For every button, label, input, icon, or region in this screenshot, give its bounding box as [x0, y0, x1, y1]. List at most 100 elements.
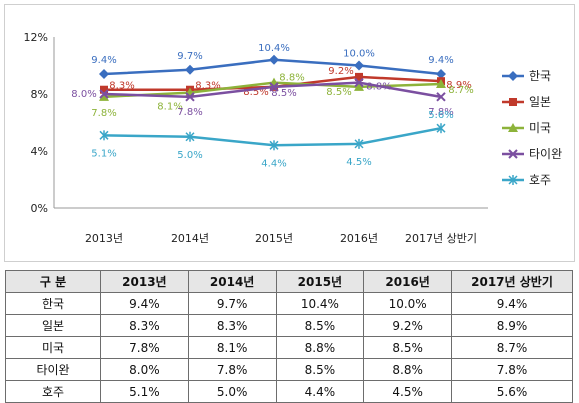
table-cell: 8.7% — [451, 336, 573, 359]
table-cell: 9.2% — [363, 314, 452, 337]
table-row-label: 일본 — [5, 314, 101, 337]
table-row: 한국 9.4% 9.7% 10.4% 10.0% 9.4% — [5, 292, 573, 315]
table-header-cell: 2013년 — [100, 270, 189, 293]
table-cell: 9.7% — [187, 292, 277, 315]
y-tick-label: 8% — [31, 88, 48, 101]
table-row: 호주 5.1% 5.0% 4.4% 4.5% 5.6% — [5, 380, 573, 403]
table-cell: 4.4% — [275, 380, 365, 403]
data-label: 4.5% — [346, 157, 371, 168]
table-header-cell: 2017년 상반기 — [451, 270, 573, 293]
table-cell: 4.5% — [363, 380, 452, 403]
y-tick-label: 12% — [24, 31, 48, 44]
data-label: 8.0% — [71, 89, 96, 100]
data-label: 4.4% — [261, 158, 286, 169]
table-row-label: 타이완 — [5, 358, 101, 381]
table-row-label: 호주 — [5, 380, 101, 403]
table-row: 일본 8.3% 8.3% 8.5% 9.2% 8.9% — [5, 314, 573, 337]
data-label: 9.4% — [428, 55, 453, 66]
x-tick-label: 2016년 — [340, 232, 378, 245]
marker-x — [269, 82, 279, 92]
data-label: 9.4% — [91, 55, 116, 66]
marker-x — [99, 89, 109, 99]
marker-triangle — [99, 91, 109, 101]
table-cell: 8.9% — [451, 314, 573, 337]
table-header-row: 구 분 2013년 2014년 2015년 2016년 2017년 상반기 — [5, 270, 573, 293]
legend-entry: 타이완 — [529, 147, 562, 161]
table-cell: 7.8% — [451, 358, 573, 381]
data-label: 9.2% — [328, 66, 353, 77]
data-label: 8.7% — [448, 85, 473, 96]
table-row-label: 미국 — [5, 336, 101, 359]
legend-entry: 일본 — [529, 95, 551, 109]
data-label: 8.8% — [366, 82, 391, 93]
table-cell: 7.8% — [100, 336, 189, 359]
table-cell: 8.3% — [100, 314, 189, 337]
marker-diamond — [436, 69, 446, 80]
table-row: 미국 7.8% 8.1% 8.8% 8.5% 8.7% — [5, 336, 573, 359]
marker-diamond — [508, 71, 518, 81]
table-cell: 9.4% — [100, 292, 189, 315]
table-cell: 5.1% — [100, 380, 189, 403]
x-tick-label: 2017년 상반기 — [405, 232, 477, 245]
table-row: 타이완 8.0% 7.8% 8.5% 8.8% 7.8% — [5, 358, 573, 381]
marker-x — [508, 149, 518, 159]
data-label: 8.3% — [195, 81, 220, 92]
table-cell: 8.8% — [275, 336, 365, 359]
y-tick-label: 0% — [31, 202, 48, 215]
table-cell: 9.4% — [451, 292, 573, 315]
data-label: 7.8% — [428, 107, 453, 118]
data-label: 7.8% — [177, 107, 202, 118]
table-cell: 5.6% — [451, 380, 573, 403]
table-cell: 8.5% — [363, 336, 452, 359]
table-header-cell: 2015년 — [275, 270, 365, 293]
table-cell: 8.5% — [275, 314, 365, 337]
marker-diamond — [99, 69, 109, 80]
x-tick-label: 2013년 — [85, 232, 123, 245]
table-cell: 8.8% — [363, 358, 452, 381]
marker-x — [436, 92, 446, 102]
table-cell: 8.3% — [187, 314, 277, 337]
marker-diamond — [354, 60, 364, 71]
data-label: 8.5% — [243, 87, 268, 98]
table-header-cell: 2014년 — [187, 270, 277, 293]
table-header-cell: 구 분 — [5, 270, 101, 293]
data-label: 8.1% — [157, 102, 182, 113]
marker-triangle — [354, 81, 364, 91]
series-line — [103, 126, 442, 147]
marker-diamond — [269, 54, 279, 65]
table-cell: 7.8% — [187, 358, 277, 381]
line-chart: 0% 4% 8% 12% 2013년 2014년 2015년 2016년 2017년 상반기 9.… — [24, 31, 563, 245]
table-cell: 5.0% — [187, 380, 277, 403]
data-label: 9.7% — [177, 51, 202, 62]
table-cell: 8.5% — [275, 358, 365, 381]
marker-x — [185, 92, 195, 102]
legend-entry: 미국 — [529, 121, 551, 135]
data-label: 10.0% — [343, 49, 375, 60]
table-cell: 8.0% — [100, 358, 189, 381]
legend-entry: 한국 — [529, 69, 551, 83]
marker-square — [100, 85, 108, 94]
table-cell: 10.0% — [363, 292, 452, 315]
data-label: 7.8% — [91, 108, 116, 119]
data-label: 5.6% — [428, 110, 453, 121]
data-label: 5.0% — [177, 150, 202, 161]
data-label: 8.3% — [109, 81, 134, 92]
marker-square — [355, 72, 363, 81]
data-label: 8.5% — [271, 88, 296, 99]
table-row-label: 한국 — [5, 292, 101, 315]
data-label: 8.9% — [446, 80, 471, 91]
marker-x — [354, 77, 364, 88]
marker-square — [509, 98, 517, 106]
x-tick-label: 2014년 — [171, 232, 209, 245]
x-tick-label: 2015년 — [255, 232, 293, 245]
data-table: 구 분 2013년 2014년 2015년 2016년 2017년 상반기 한국… — [5, 270, 573, 403]
y-tick-label: 4% — [31, 145, 48, 158]
data-label: 8.5% — [326, 87, 351, 98]
table-header-cell: 2016년 — [363, 270, 452, 293]
marker-triangle — [436, 79, 446, 89]
marker-triangle — [508, 123, 518, 132]
table-cell: 8.1% — [187, 336, 277, 359]
data-label: 8.8% — [279, 73, 304, 84]
data-label: 10.4% — [258, 43, 290, 54]
data-label: 5.1% — [91, 148, 116, 159]
